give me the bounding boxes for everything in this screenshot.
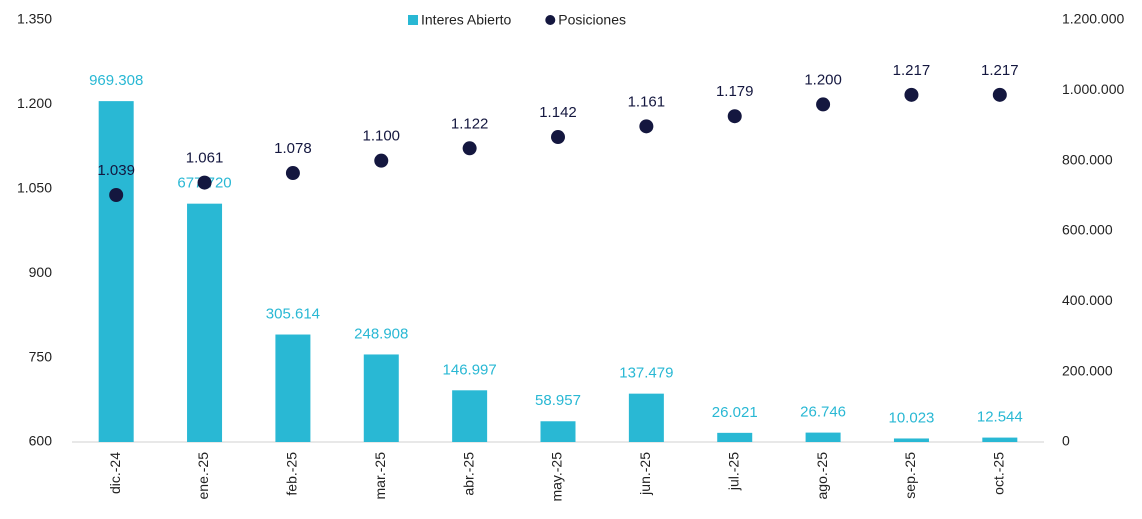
- point-value-label: 1.078: [274, 140, 312, 157]
- point-value-label: 1.122: [451, 115, 489, 132]
- bar: [628, 393, 664, 442]
- x-tick-label: ago.-25: [814, 452, 830, 500]
- x-tick-label: feb.-25: [284, 452, 300, 496]
- bar-value-label: 12.544: [977, 409, 1023, 426]
- legend-swatch: [408, 15, 418, 25]
- point: [109, 187, 124, 202]
- bar: [275, 334, 311, 442]
- point-value-label: 1.100: [362, 128, 400, 145]
- x-tick-label: jun.-25: [637, 452, 653, 496]
- point: [727, 109, 742, 124]
- x-tick-label: sep.-25: [902, 452, 918, 499]
- legend-label: Posiciones: [558, 12, 626, 28]
- bar: [982, 437, 1018, 442]
- x-tick-label: jul.-25: [725, 452, 741, 491]
- point: [374, 153, 389, 168]
- y-tick-label: 1.350: [17, 11, 52, 27]
- bar-value-label: 137.479: [619, 365, 673, 382]
- point: [816, 97, 831, 112]
- y2-tick-label: 600.000: [1062, 222, 1113, 238]
- bar-value-label: 10.023: [889, 409, 935, 426]
- x-tick-label: may.-25: [549, 452, 565, 502]
- bar: [363, 354, 399, 442]
- bar: [98, 101, 134, 443]
- y-tick-label: 1.050: [17, 180, 52, 196]
- bar-value-label: 26.746: [800, 404, 846, 421]
- bar-value-label: 146.997: [443, 361, 497, 378]
- y-tick-label: 1.200: [17, 95, 52, 111]
- y2-tick-label: 400.000: [1062, 292, 1113, 308]
- point-value-label: 1.061: [186, 150, 224, 167]
- point: [285, 166, 300, 181]
- x-tick-label: abr.-25: [460, 452, 476, 496]
- legend-label: Interes Abierto: [421, 12, 511, 28]
- y2-tick-label: 200.000: [1062, 362, 1113, 378]
- bar-value-label: 248.908: [354, 325, 408, 342]
- y-tick-label: 900: [29, 264, 53, 280]
- bar-value-label: 305.614: [266, 305, 320, 322]
- bar-value-label: 26.021: [712, 404, 758, 421]
- point: [639, 119, 654, 134]
- x-tick-label: dic.-24: [107, 452, 123, 494]
- x-tick-label: mar.-25: [372, 452, 388, 500]
- bar: [187, 203, 223, 442]
- y2-tick-label: 1.200.000: [1062, 11, 1124, 27]
- point: [904, 87, 919, 102]
- point-value-label: 1.039: [97, 162, 135, 179]
- point: [197, 175, 212, 190]
- point-value-label: 1.142: [539, 104, 577, 121]
- point-value-label: 1.217: [893, 62, 931, 79]
- point-value-label: 1.161: [628, 93, 666, 110]
- point-value-label: 1.200: [804, 71, 842, 88]
- y-tick-label: 600: [29, 433, 53, 449]
- x-tick-label: oct.-25: [991, 452, 1007, 495]
- y2-tick-label: 0: [1062, 433, 1070, 449]
- point: [462, 141, 477, 156]
- bar: [717, 432, 753, 442]
- y-tick-label: 750: [29, 348, 53, 364]
- x-tick-label: ene.-25: [195, 452, 211, 500]
- bar-value-label: 969.308: [89, 72, 143, 89]
- bar: [805, 432, 841, 442]
- point: [551, 130, 565, 145]
- bar: [540, 421, 576, 442]
- y2-tick-label: 1.000.000: [1062, 81, 1124, 97]
- bar: [452, 390, 488, 442]
- point: [992, 87, 1007, 102]
- point-value-label: 1.179: [716, 83, 754, 100]
- legend-swatch: [545, 15, 556, 25]
- y2-tick-label: 800.000: [1062, 151, 1113, 167]
- point-value-label: 1.217: [981, 62, 1019, 79]
- bar: [893, 438, 929, 442]
- bar-value-label: 58.957: [535, 392, 581, 409]
